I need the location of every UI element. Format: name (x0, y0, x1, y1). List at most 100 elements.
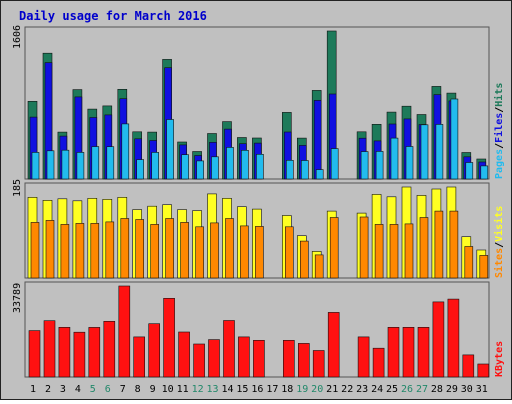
svg-text:Pages/Files/Hits: Pages/Files/Hits (493, 83, 505, 179)
bar-kbytes-day-19 (297, 343, 310, 378)
bar-sites-day-5 (90, 223, 100, 279)
day-label-3: 3 (60, 384, 66, 395)
bar-kbytes-day-24 (372, 347, 385, 378)
day-label-27: 27 (416, 384, 428, 395)
middle-legend: Sites/Visits (493, 206, 505, 278)
bar-kbytes-day-28 (432, 301, 445, 378)
bar-sites-day-9 (150, 224, 159, 279)
bar-kbytes-day-2 (43, 320, 56, 378)
day-label-7: 7 (120, 384, 126, 395)
day-label-25: 25 (386, 384, 398, 395)
bar-kbytes-day-7 (118, 285, 131, 378)
day-label-1: 1 (30, 384, 36, 395)
bar-sites-day-16 (255, 226, 264, 279)
bar-pages-day-21 (330, 148, 339, 180)
bar-pages-day-31 (480, 165, 489, 180)
bar-sites-day-21 (329, 217, 339, 279)
bar-pages-day-27 (420, 124, 429, 180)
legend-sep: / (494, 107, 505, 113)
bar-pages-day-29 (450, 98, 459, 180)
bar-sites-day-20 (314, 254, 324, 279)
bar-kbytes-day-15 (238, 336, 250, 378)
legend-hits: Hits (493, 83, 505, 107)
bar-pages-day-23 (360, 151, 369, 180)
day-label-23: 23 (356, 384, 368, 395)
bar-pages-day-9 (151, 152, 159, 180)
day-label-28: 28 (431, 384, 443, 395)
bar-pages-day-10 (166, 119, 174, 180)
day-label-24: 24 (371, 384, 383, 395)
bar-pages-day-12 (196, 160, 204, 180)
bar-kbytes-day-10 (163, 297, 175, 378)
bar-pages-day-16 (256, 154, 264, 180)
day-label-22: 22 (341, 384, 353, 395)
bar-pages-day-4 (76, 152, 85, 180)
bar-kbytes-day-9 (148, 323, 160, 378)
day-label-12: 12 (192, 384, 204, 395)
bar-sites-day-28 (434, 210, 444, 279)
bar-sites-day-4 (75, 223, 85, 279)
bar-sites-day-31 (479, 255, 489, 279)
svg-text:KBytes: KBytes (494, 341, 505, 377)
bar-kbytes-day-6 (103, 320, 116, 378)
day-label-5: 5 (90, 384, 96, 395)
bar-pages-day-7 (121, 123, 130, 180)
day-labels: 1 2 3 4 5 6 7 8 9 10 11 12 13 14 15 16 17 18 19 20 21 22 23 24 2… (30, 384, 488, 395)
bar-kbytes-day-26 (402, 326, 415, 378)
legend-pages: Pages (494, 149, 505, 179)
bar-pages-day-25 (390, 137, 399, 180)
bar-sites-day-13 (210, 222, 219, 279)
bottom-max-label: 33789 (12, 283, 23, 313)
day-label-29: 29 (446, 384, 458, 395)
bar-kbytes-day-4 (73, 331, 86, 378)
bar-pages-day-30 (465, 162, 474, 180)
bar-pages-day-20 (315, 169, 324, 180)
day-label-30: 30 (461, 384, 473, 395)
day-label-11: 11 (177, 384, 189, 395)
day-label-21: 21 (326, 384, 338, 395)
bar-sites-day-30 (464, 246, 474, 279)
bar-kbytes-day-18 (282, 339, 295, 378)
day-label-17: 17 (266, 384, 278, 395)
bar-pages-day-11 (181, 154, 189, 180)
bar-sites-day-6 (105, 221, 115, 279)
bar-kbytes-day-5 (88, 327, 101, 378)
bar-pages-day-15 (241, 150, 249, 180)
bar-kbytes-day-13 (208, 339, 220, 378)
day-label-6: 6 (105, 384, 111, 395)
bar-sites-day-18 (284, 226, 294, 279)
bars-layer (27, 30, 490, 378)
bar-pages-day-8 (136, 159, 144, 180)
bar-sites-day-7 (120, 218, 130, 279)
bar-kbytes-day-8 (133, 336, 145, 378)
bar-pages-day-14 (226, 147, 234, 180)
bar-sites-day-1 (30, 222, 40, 279)
legend-visits: Visits (493, 206, 505, 242)
day-label-14: 14 (221, 384, 233, 395)
day-label-2: 2 (45, 384, 51, 395)
bar-sites-day-29 (449, 210, 459, 279)
bar-kbytes-day-25 (387, 326, 400, 378)
legend-files: Files (493, 113, 505, 143)
legend-kbytes: KBytes (494, 341, 505, 377)
bar-pages-day-6 (106, 146, 115, 180)
bar-kbytes-day-14 (223, 320, 235, 378)
top-max-label: 1606 (12, 25, 23, 49)
day-label-19: 19 (296, 384, 308, 395)
bar-kbytes-day-29 (447, 298, 460, 378)
bar-sites-day-27 (419, 217, 429, 279)
bar-sites-day-10 (165, 218, 174, 279)
bar-kbytes-day-3 (58, 326, 71, 378)
day-label-16: 16 (251, 384, 263, 395)
bar-files-day-20 (313, 100, 322, 180)
bar-pages-day-24 (375, 151, 384, 180)
bar-sites-day-23 (359, 216, 369, 279)
bar-pages-day-26 (405, 146, 414, 180)
bar-sites-day-2 (45, 220, 55, 279)
bar-pages-day-3 (61, 149, 70, 180)
bar-sites-day-8 (135, 219, 144, 279)
day-label-9: 9 (150, 384, 156, 395)
day-label-15: 15 (236, 384, 248, 395)
